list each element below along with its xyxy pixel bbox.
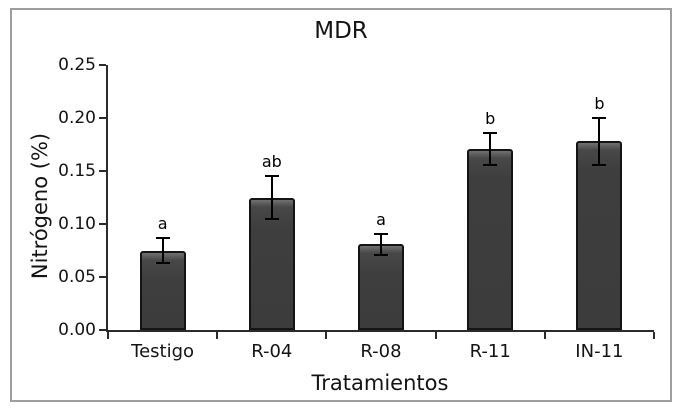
error-bar-cap-top — [374, 232, 388, 235]
x-axis-title: Tratamientos — [311, 371, 449, 395]
error-bar-cap-bottom — [374, 253, 388, 256]
error-bar-cap-bottom — [483, 163, 498, 166]
error-bar-line — [380, 233, 382, 255]
x-tick-mark — [653, 332, 655, 339]
error-bar-cap-bottom — [155, 262, 170, 265]
x-tick-mark — [543, 332, 546, 339]
error-bar-cap-top — [483, 131, 498, 134]
y-tick-mark — [99, 276, 106, 278]
category-label: Testigo — [131, 341, 195, 362]
bar — [358, 244, 404, 330]
bar — [576, 141, 623, 330]
error-bar-line — [489, 132, 492, 165]
x-tick-mark — [434, 332, 437, 339]
y-tick-mark — [99, 64, 106, 66]
y-tick-mark — [99, 329, 106, 331]
y-tick-mark — [99, 223, 106, 225]
error-bar-cap-bottom — [592, 163, 607, 166]
y-tick-mark — [99, 117, 106, 119]
plot-area: 0.00 0.05 0.10 0.15 0.20 0.25 a Testigo ab R-04 a R… — [58, 55, 655, 362]
x-tick-mark — [325, 332, 328, 339]
y-tick-label: 0.25 — [58, 55, 96, 75]
sig-letter: b — [485, 108, 496, 128]
error-bar-cap-top — [264, 175, 279, 178]
bar — [467, 148, 514, 330]
error-bar-line — [598, 118, 601, 165]
y-tick-label: 0.10 — [58, 214, 96, 234]
y-tick-mark — [99, 170, 106, 172]
category-label: R-11 — [469, 341, 511, 362]
y-tick-label: 0.15 — [58, 161, 96, 181]
sig-letter: a — [157, 213, 168, 233]
y-tick-label: 0.20 — [58, 108, 96, 128]
x-tick-mark — [107, 332, 109, 339]
category-label: R-08 — [360, 341, 402, 362]
error-bar-line — [161, 237, 164, 264]
error-bar-cap-top — [155, 236, 170, 239]
category-label: IN-11 — [575, 341, 624, 362]
error-bar-cap-top — [592, 117, 607, 119]
sig-letter: ab — [261, 152, 282, 172]
x-tick-mark — [216, 332, 219, 339]
sig-letter: b — [594, 94, 605, 113]
sig-letter: a — [376, 209, 386, 229]
category-label: R-04 — [251, 341, 293, 362]
chart-frame — [10, 8, 672, 402]
y-tick-label: 0.00 — [58, 320, 96, 340]
chart-title: MDR — [314, 18, 368, 44]
error-bar-cap-bottom — [264, 217, 279, 220]
y-axis-title: Nitrógeno (%) — [28, 132, 52, 280]
error-bar-line — [270, 176, 273, 219]
y-tick-label: 0.05 — [58, 267, 96, 287]
